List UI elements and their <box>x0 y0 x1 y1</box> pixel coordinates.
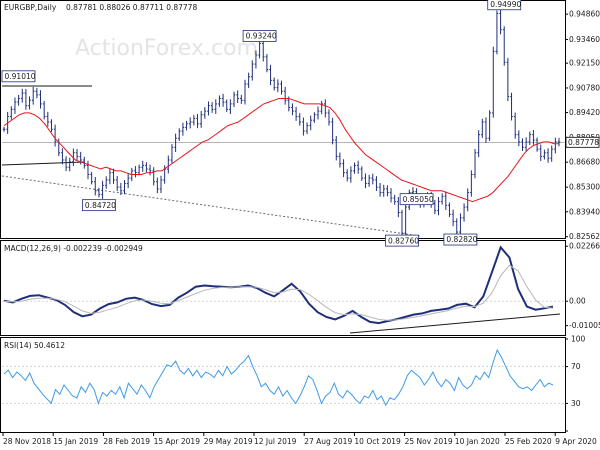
price-annotation-box <box>443 233 478 246</box>
macd-axis: 0.022662 0.00 -0.010052 <box>565 242 600 330</box>
price-annotation-box <box>1 70 36 83</box>
x-tick-label: 10 Jan 2020 <box>455 437 500 446</box>
annotation-layer: 0.91010 0.84720 0.93240 0.85050 0.82760 0.828… <box>1 0 522 247</box>
price-tick-label: 0.92150 <box>569 59 600 68</box>
price-tick-label: 0.82562 <box>569 232 600 241</box>
price-annotation-box <box>385 234 419 247</box>
price-annotation-label: 0.82760 <box>388 236 419 245</box>
price-tick-label: 0.93460 <box>569 35 600 44</box>
x-tick-label: 12 Jul 2019 <box>254 437 297 446</box>
price-tick-label: 0.90780 <box>569 83 600 92</box>
x-tick-label: 10 Oct 2019 <box>354 437 401 446</box>
price-header-symbol: EURGBP,Daily <box>4 3 57 12</box>
price-tick-label: 0.89420 <box>569 108 600 117</box>
trendline-solid <box>1 161 85 166</box>
price-annotation-box <box>242 30 277 42</box>
macd-trendline <box>349 313 561 334</box>
rsi-tick-label: 70 <box>571 362 581 371</box>
macd-layer <box>2 245 565 334</box>
price-annotation-box <box>487 0 522 11</box>
x-tick-label: 15 Jan 2019 <box>53 437 98 446</box>
rsi-tick-label: 30 <box>571 399 581 408</box>
macd-tick-label: -0.010052 <box>569 321 600 330</box>
price-panel-frame <box>0 0 566 239</box>
x-tick-label: 28 Nov 2018 <box>3 437 51 446</box>
price-tick-label: 0.85300 <box>569 183 600 192</box>
price-annotation-label: 0.91010 <box>5 72 36 81</box>
last-price-box <box>565 136 600 148</box>
x-tick-label: 25 Feb 2020 <box>505 437 552 446</box>
price-tick-label: 0.94860 <box>569 10 600 19</box>
x-tick-label: 27 Aug 2019 <box>304 437 352 446</box>
macd-panel-frame <box>0 240 566 336</box>
price-annotation-box <box>399 193 434 206</box>
rsi-header: RSI(14) 50.4612 <box>4 341 65 350</box>
rsi-line <box>3 348 554 407</box>
price-header-ohlc: 0.87781 0.88026 0.87711 0.87778 <box>66 3 197 12</box>
x-tick-label: 29 May 2019 <box>204 437 253 446</box>
macd-header: MACD(12,26,9) -0.002239 -0.002949 <box>4 244 143 253</box>
price-annotation-label: 0.84720 <box>85 201 116 210</box>
macd-tick-label: 0.00 <box>569 297 586 306</box>
signal-line <box>3 264 554 321</box>
price-annotation-label: 0.94990 <box>490 0 521 9</box>
moving-average-line <box>3 98 559 203</box>
price-tick-label: 0.86680 <box>569 158 600 167</box>
x-tick-label: 25 Nov 2019 <box>405 437 453 446</box>
price-annotation-box <box>82 199 116 212</box>
x-tick-label: 28 Feb 2019 <box>103 437 150 446</box>
price-layer <box>1 8 565 238</box>
price-annotation-label: 0.82820 <box>446 235 477 244</box>
rsi-tick-label: 100 <box>571 335 586 344</box>
price-annotation-label: 0.85050 <box>403 195 434 204</box>
x-tick-label: 15 Apr 2019 <box>154 437 201 446</box>
rsi-axis: 100 70 30 <box>565 335 586 432</box>
price-annotation-label: 0.93240 <box>246 32 277 41</box>
x-tick-label: 9 Apr 2020 <box>555 437 597 446</box>
price-axis: 0.825620.839400.853000.866800.880500.894… <box>565 10 600 241</box>
rsi-panel-frame <box>0 337 566 433</box>
x-axis: 28 Nov 2018 15 Jan 2019 28 Feb 2019 15 Apr … <box>2 432 597 446</box>
macd-tick-label: 0.022662 <box>569 242 600 251</box>
last-price-label: 0.87778 <box>568 138 599 147</box>
watermark: ActionForex.com <box>75 36 258 61</box>
macd-line <box>3 245 554 325</box>
price-tick-label: 0.83940 <box>569 207 600 216</box>
trendline-dotted <box>1 175 421 237</box>
rsi-layer <box>2 348 565 407</box>
